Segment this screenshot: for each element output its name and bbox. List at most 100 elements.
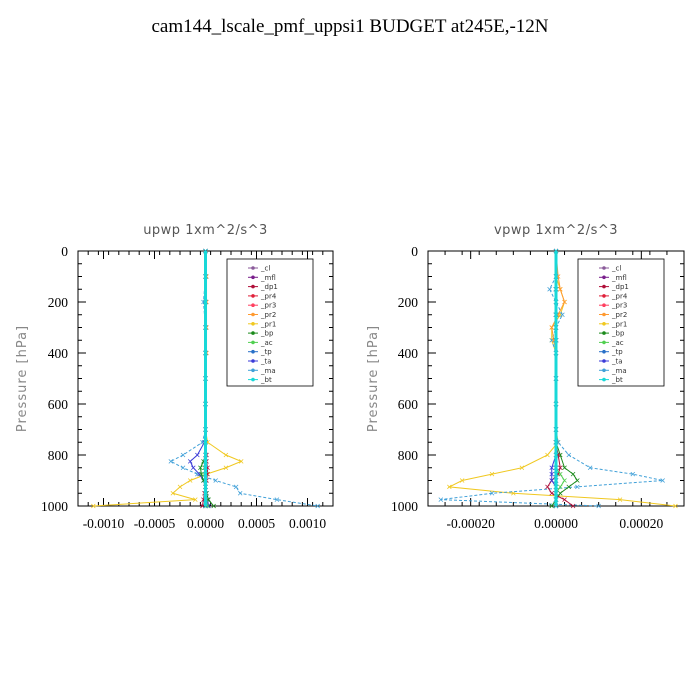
data-point <box>549 325 555 330</box>
data-point <box>223 452 229 458</box>
series-bt <box>203 248 208 509</box>
data-point <box>223 465 229 471</box>
data-point <box>203 350 208 356</box>
data-point <box>203 459 208 464</box>
legend-item: _pr4 <box>599 292 628 300</box>
data-point <box>553 248 559 254</box>
legend-item: _bp <box>248 330 274 338</box>
legend-item: _pr2 <box>599 311 627 319</box>
legend-item: _dp1 <box>599 283 629 291</box>
legend-item: _tp <box>599 348 623 356</box>
y-tick-label: 600 <box>48 397 69 412</box>
page-title: cam144_lscale_pmf_uppsi1 BUDGET at245E,-… <box>151 16 549 37</box>
data-point <box>274 497 280 502</box>
legend-item: _ac <box>248 339 273 347</box>
data-point <box>203 401 208 407</box>
data-point <box>193 497 198 502</box>
data-point <box>553 503 559 509</box>
legend-marker <box>602 340 606 345</box>
legend-item: _bt <box>599 376 623 384</box>
x-tick-label: 0.00020 <box>619 516 663 531</box>
legend-label: _dp1 <box>260 283 278 291</box>
data-point <box>203 299 208 305</box>
data-point <box>549 465 555 471</box>
data-point <box>168 459 174 464</box>
data-point <box>553 299 559 305</box>
legend-label: _tp <box>260 348 272 356</box>
x-tick-label: 0.00000 <box>534 516 578 531</box>
x-tick-label: 0.0010 <box>289 516 326 531</box>
data-point <box>553 465 559 471</box>
x-tick-label: -0.0005 <box>134 516 176 531</box>
y-tick-label: 400 <box>48 346 69 361</box>
legend-marker <box>251 303 255 308</box>
x-tick-label: -0.00020 <box>446 516 495 531</box>
data-point <box>190 465 196 471</box>
legend-item: _cl <box>599 265 621 273</box>
data-point <box>553 325 559 330</box>
data-point <box>203 439 208 445</box>
legend-item: _mfl <box>599 274 627 282</box>
data-point <box>562 465 567 471</box>
legend-item: _pr3 <box>248 302 276 310</box>
data-point <box>315 503 320 509</box>
data-point <box>562 299 567 305</box>
legend-marker <box>251 340 255 345</box>
data-point <box>203 465 208 471</box>
data-point <box>213 478 218 483</box>
legend-item: _ac <box>599 339 624 347</box>
y-tick-label: 0 <box>61 244 68 259</box>
data-point <box>673 503 678 509</box>
legend-label: _mfl <box>611 274 627 282</box>
legend: _cl_mfl_dp1_pr4_pr3_pr2_pr1_bp_ac_tp_ta_… <box>577 258 665 387</box>
legend-label: _ma <box>611 367 627 375</box>
panel-title: vpwp 1xm^2/s^3 <box>494 223 618 238</box>
legend-label: _dp1 <box>611 283 629 291</box>
legend-label: _bt <box>260 376 272 384</box>
legend-marker <box>602 312 606 317</box>
data-point <box>553 312 559 318</box>
data-point <box>545 484 550 490</box>
data-point <box>566 484 572 490</box>
legend-item: _pr4 <box>248 292 277 300</box>
data-point <box>203 427 208 432</box>
legend-marker <box>602 377 606 382</box>
legend-item: _ta <box>248 358 272 366</box>
data-point <box>547 286 552 292</box>
legend-label: _ma <box>260 367 276 375</box>
data-point <box>187 478 193 483</box>
data-point <box>596 503 601 509</box>
legend-marker <box>602 266 606 270</box>
legend-label: _ac <box>611 339 624 347</box>
y-tick-label: 600 <box>398 397 419 412</box>
legend-box <box>226 258 314 387</box>
legend-label: _mfl <box>260 274 276 282</box>
legend-marker <box>251 349 255 354</box>
legend-marker <box>251 294 255 298</box>
legend-marker <box>602 275 606 280</box>
data-point <box>553 350 559 356</box>
legend-item: _ta <box>599 358 623 366</box>
data-point <box>170 490 176 496</box>
data-point <box>91 503 96 509</box>
y-tick-label: 800 <box>398 448 419 463</box>
x-tick-label: 0.0000 <box>187 516 224 531</box>
series-pr2 <box>549 248 567 509</box>
data-point <box>553 478 559 483</box>
series-bt <box>553 248 559 509</box>
legend-marker <box>251 322 255 326</box>
data-point <box>553 471 559 477</box>
data-point <box>553 286 559 292</box>
chart-panel-1: upwp 1xm^2/s^3 Pressure [hPa] 0 200 400 600 80… <box>15 223 334 531</box>
data-point <box>211 503 216 509</box>
legend-label: _pr3 <box>260 302 276 310</box>
legend-label: _pr4 <box>611 292 628 300</box>
legend-item: _ma <box>248 367 276 375</box>
y-axis-label: Pressure [hPa] <box>366 325 381 432</box>
legend-marker <box>251 331 255 335</box>
legend-label: _bp <box>611 330 625 338</box>
legend-item: _bp <box>599 330 625 338</box>
data-point <box>553 484 559 490</box>
data-point <box>195 452 200 458</box>
